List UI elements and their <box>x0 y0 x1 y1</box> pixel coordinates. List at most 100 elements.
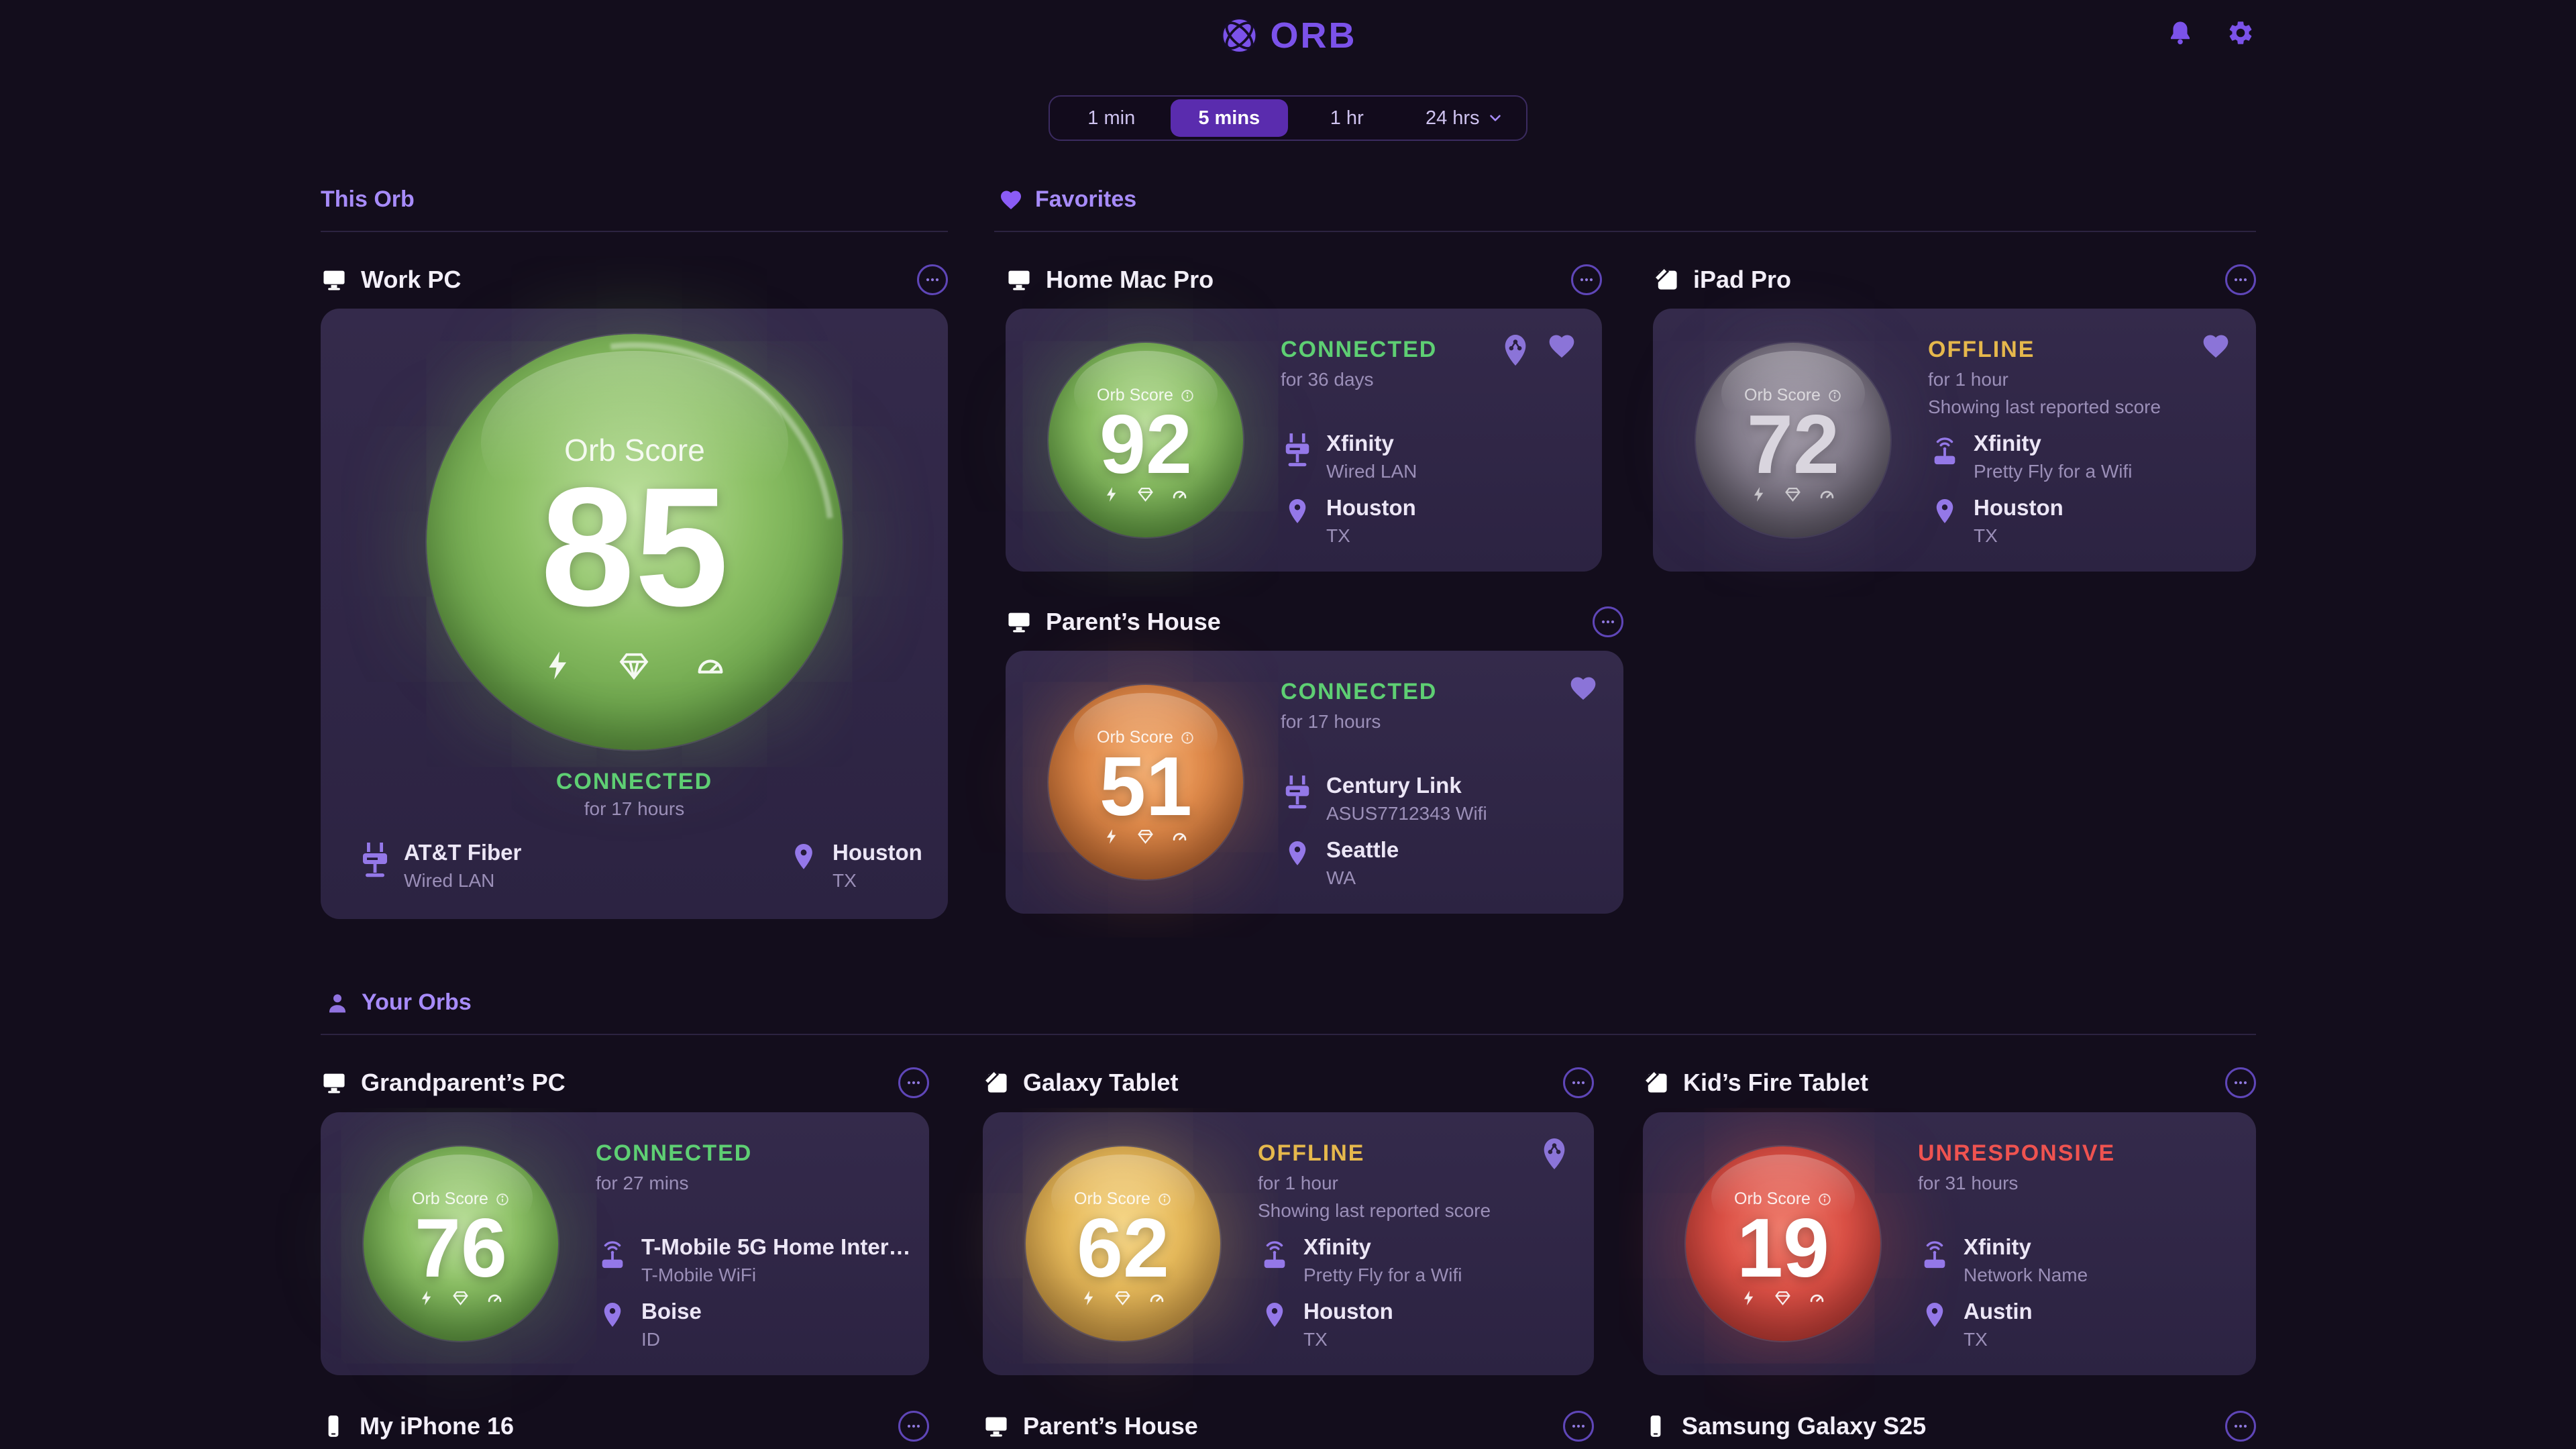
location-info: Seattle WA <box>1281 837 1399 889</box>
status-text: CONNECTED <box>555 769 713 794</box>
more-options-button[interactable] <box>1593 606 1623 637</box>
gauge-icon <box>486 1289 504 1310</box>
bolt-icon <box>418 1289 435 1310</box>
wifi-router-icon <box>596 1234 629 1273</box>
gauge-icon <box>1808 1289 1826 1310</box>
desktop-icon <box>321 1069 347 1096</box>
network-detail: Network Name <box>1964 1265 2088 1285</box>
time-option-1min[interactable]: 1 min <box>1087 107 1136 129</box>
network-detail: Wired LAN <box>1326 461 1417 482</box>
orb-sphere: Orb Score 72 <box>1696 343 1890 537</box>
isp-name: Century Link <box>1326 773 1462 798</box>
orb-sphere: Orb Score 92 <box>1049 343 1243 537</box>
orb-score-label: Orb Score <box>564 433 705 468</box>
bell-icon <box>2166 21 2194 49</box>
card-grandparents-pc[interactable]: Orb Score 76 CONNECTED for 27 mins T-Mob… <box>321 1112 929 1375</box>
location-pin-icon <box>1918 1299 1951 1335</box>
gem-icon <box>1136 485 1155 506</box>
orb-score-label: Orb Score <box>1049 386 1243 405</box>
gem-icon <box>1774 1289 1792 1310</box>
card-head-parents-house: Parent’s House <box>1006 606 1623 638</box>
location-city: Seattle <box>1326 837 1399 862</box>
card-parents-house[interactable]: Orb Score 51 CONNECTED for 17 hours Cent… <box>1006 651 1623 914</box>
bolt-icon <box>1750 486 1768 506</box>
gear-icon <box>2226 21 2255 49</box>
bolt-icon <box>1103 828 1120 849</box>
network-info: Xfinity Pretty Fly for a Wifi <box>1258 1234 1462 1286</box>
info-icon <box>1827 388 1842 403</box>
card-home-mac-pro[interactable]: Orb Score 92 CONNECTED for 36 days Xfini… <box>1006 309 1602 572</box>
orb-sphere: Orb Score 85 <box>354 261 916 823</box>
settings-button[interactable] <box>2226 19 2255 47</box>
network-info: Xfinity Wired LAN <box>1281 431 1417 482</box>
location-region: TX <box>1326 525 1350 546</box>
switch-icon <box>358 840 392 880</box>
location-pin-icon <box>1281 837 1314 873</box>
location-city: Houston <box>833 840 922 865</box>
network-info: Xfinity Network Name <box>1918 1234 2088 1286</box>
more-options-button[interactable] <box>1571 264 1602 295</box>
time-option-24hrs[interactable]: 24 hrs <box>1406 97 1524 140</box>
status-text: OFFLINE <box>1258 1140 1365 1166</box>
network-info: AT&T Fiber Wired LAN <box>358 840 521 892</box>
logo-text: ORB <box>1270 15 1357 56</box>
tablet-pen-icon <box>1653 266 1680 293</box>
more-options-button[interactable] <box>2225 1411 2256 1442</box>
device-name: Galaxy Tablet <box>1023 1069 1179 1096</box>
location-pin-icon <box>1281 495 1314 531</box>
orb-sphere: Orb Score 51 <box>1049 685 1243 879</box>
card-head-galaxy-tablet: Galaxy Tablet <box>983 1067 1594 1099</box>
card-ipad-pro[interactable]: Orb Score 72 OFFLINE for 1 hour Showing … <box>1653 309 2256 572</box>
more-options-button[interactable] <box>898 1067 929 1098</box>
favorite-heart-icon[interactable] <box>1546 331 1578 361</box>
location-city: Houston <box>1303 1299 1393 1324</box>
notifications-button[interactable] <box>2166 19 2194 47</box>
more-options-button[interactable] <box>898 1411 929 1442</box>
device-name: Parent’s House <box>1046 608 1221 635</box>
divider <box>321 1034 2256 1035</box>
tablet-pen-icon <box>1643 1069 1670 1096</box>
info-icon <box>1180 388 1195 403</box>
gem-icon <box>1136 827 1155 849</box>
time-option-1hr[interactable]: 1 hr <box>1330 107 1364 129</box>
status-duration: for 1 hour <box>1258 1173 1338 1193</box>
more-options-button[interactable] <box>2225 264 2256 295</box>
orb-score-value: 92 <box>1099 398 1192 491</box>
more-options-button[interactable] <box>1563 1411 1594 1442</box>
favorite-heart-icon[interactable] <box>2200 331 2232 361</box>
orb-score-value: 62 <box>1077 1202 1169 1295</box>
card-kids-fire-tablet[interactable]: Orb Score 19 UNRESPONSIVE for 31 hours X… <box>1643 1112 2256 1375</box>
status-text: CONNECTED <box>1281 337 1438 362</box>
location-info: Boise ID <box>596 1299 702 1350</box>
orb-sphere: Orb Score 19 <box>1686 1146 1880 1341</box>
card-head-ipad-pro: iPad Pro <box>1653 264 2256 296</box>
location-region: TX <box>1964 1329 1988 1350</box>
location-info: Houston TX <box>1258 1299 1393 1350</box>
more-options-button[interactable] <box>1563 1067 1594 1098</box>
info-icon <box>1817 1192 1832 1207</box>
more-options-button[interactable] <box>2225 1067 2256 1098</box>
favorite-heart-icon[interactable] <box>1567 674 1599 703</box>
time-option-5mins-selected[interactable]: 5 mins <box>1170 99 1288 137</box>
wifi-router-icon <box>1928 431 1962 470</box>
orb-score-value: 51 <box>1099 741 1192 833</box>
remote-network-pin-icon <box>1500 331 1531 372</box>
gauge-icon <box>693 648 728 686</box>
time-range-selector: 1 min 5 mins 1 hr 24 hrs <box>1049 95 1527 141</box>
gem-icon <box>1114 1289 1132 1310</box>
orb-score-value: 72 <box>1747 398 1839 491</box>
isp-name: Xfinity <box>1303 1234 1371 1259</box>
location-city: Houston <box>1974 495 2063 520</box>
card-work-pc[interactable]: Orb Score 85 CONNECTED for 17 hours AT&T… <box>321 261 948 919</box>
bolt-icon <box>1080 1289 1097 1310</box>
more-options-button[interactable] <box>917 264 948 295</box>
location-region: TX <box>833 870 857 891</box>
location-pin-icon <box>1258 1299 1291 1335</box>
orb-sphere: Orb Score 62 <box>1026 1146 1220 1341</box>
card-galaxy-tablet[interactable]: Orb Score 62 OFFLINE for 1 hour Showing … <box>983 1112 1594 1375</box>
remote-network-pin-icon <box>1539 1135 1570 1176</box>
status-duration: for 17 hours <box>1281 711 1381 732</box>
orb-score-label: Orb Score <box>1686 1189 1880 1209</box>
orb-score-value: 19 <box>1737 1202 1829 1295</box>
